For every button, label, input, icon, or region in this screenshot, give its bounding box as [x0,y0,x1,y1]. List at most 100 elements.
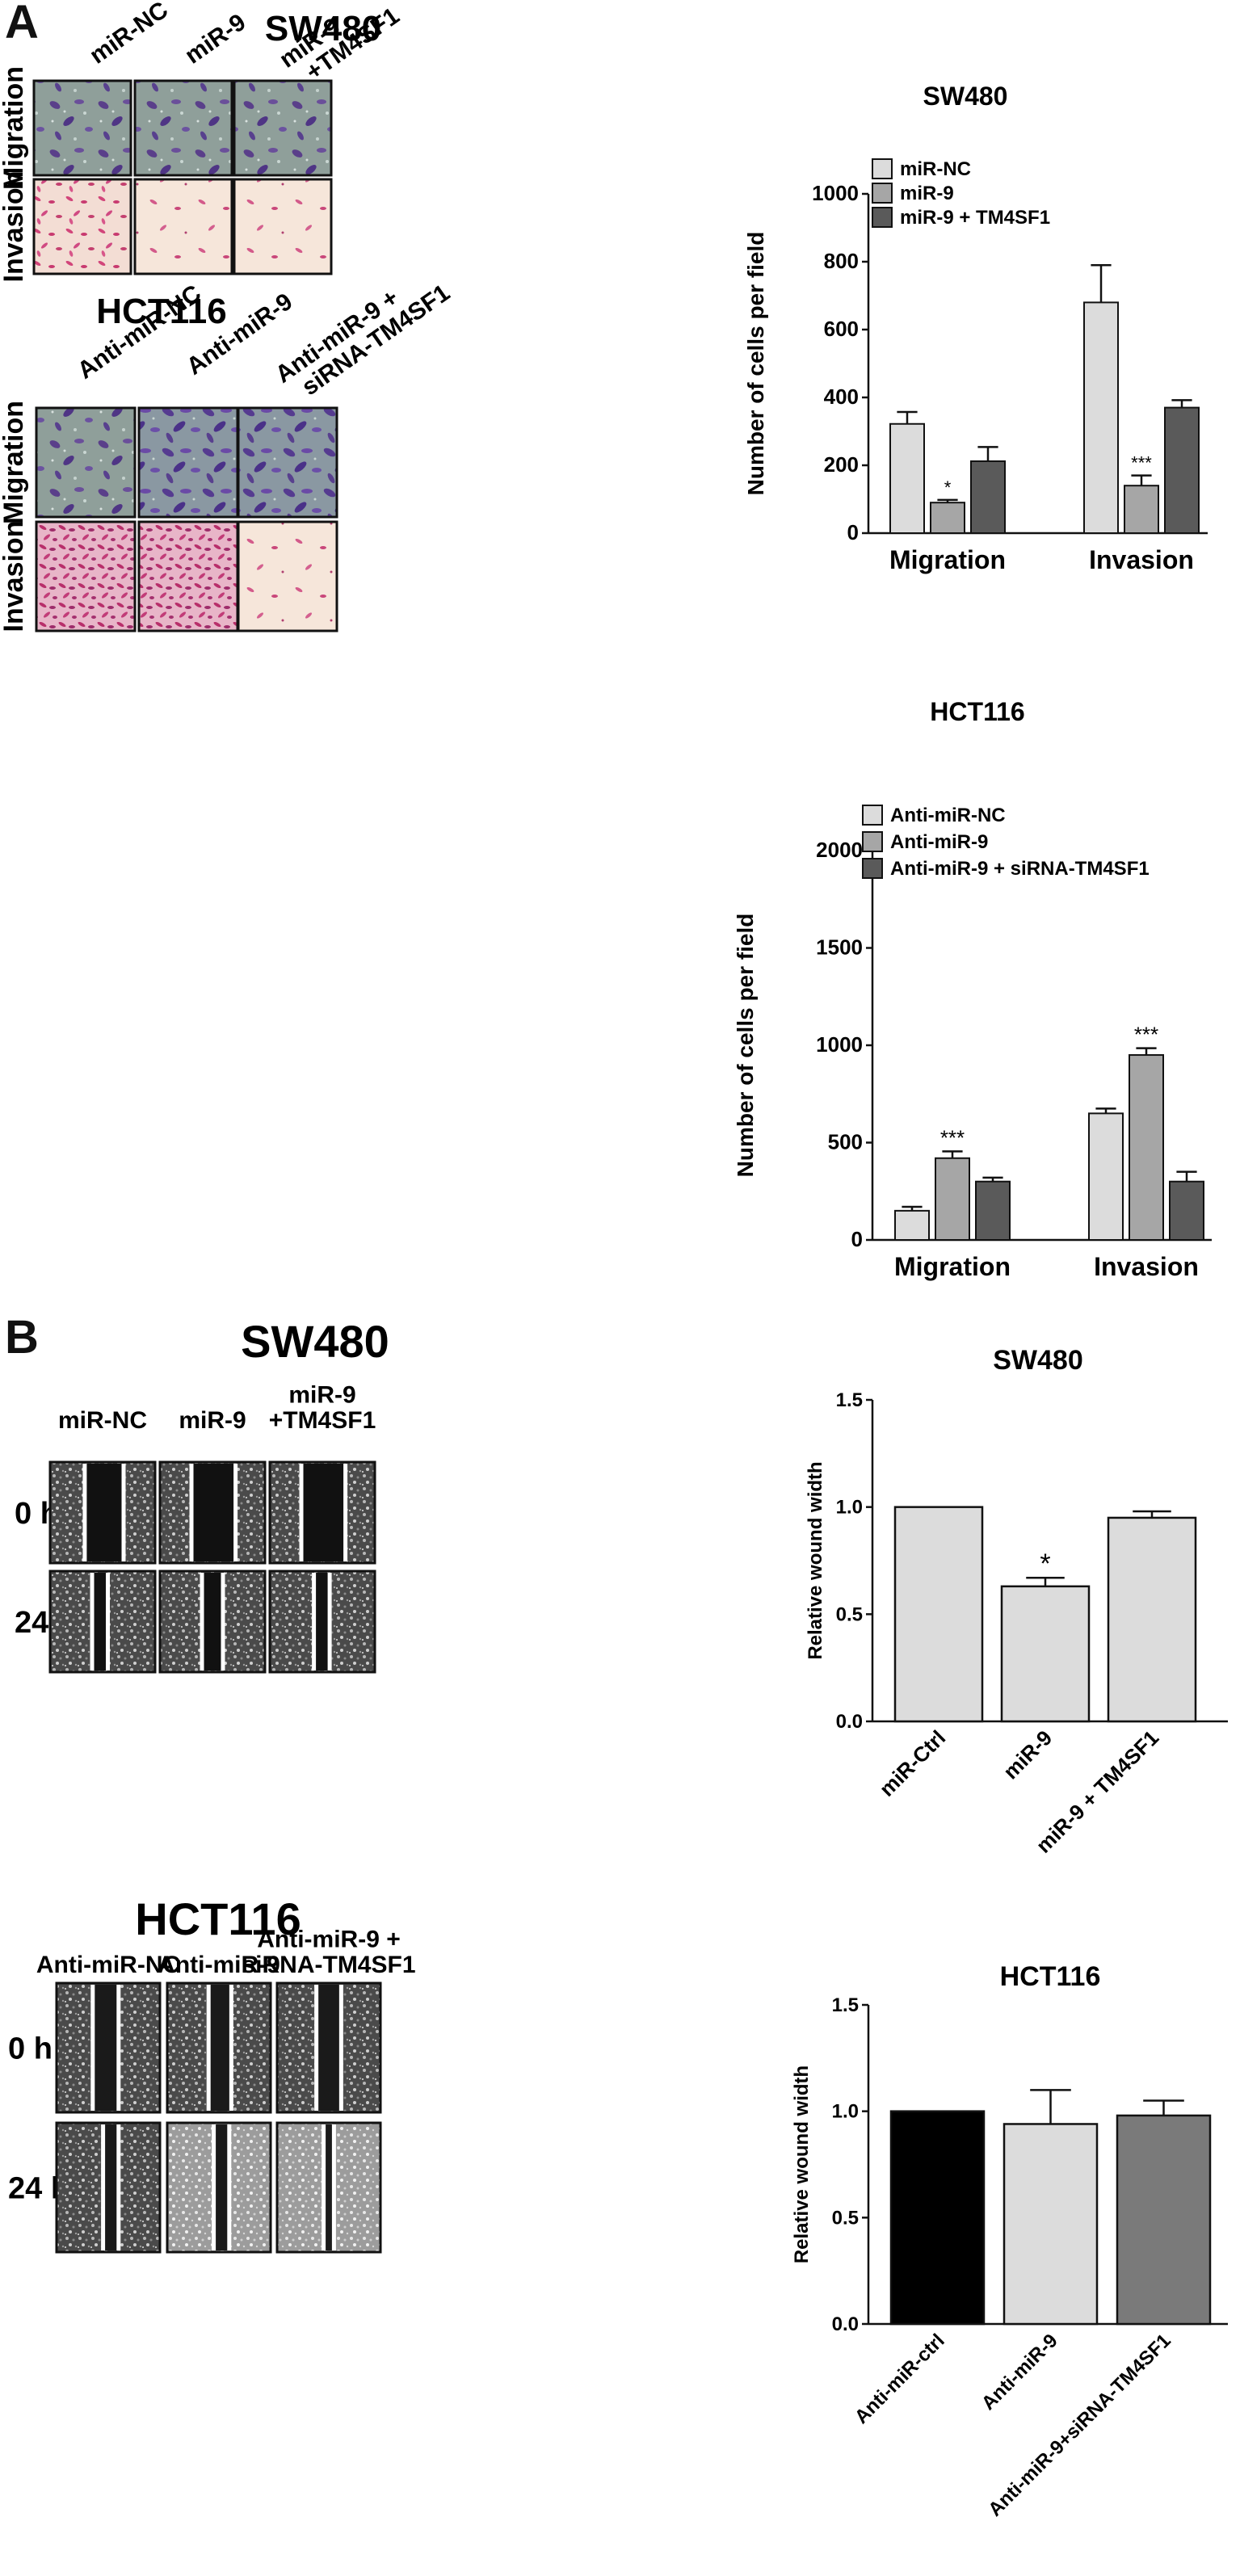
y-tick-label: 1000 [816,1032,863,1057]
transwell-sw480-image-migration-mir-9-tm4sf1 [233,79,333,177]
significance-mark: * [1040,1549,1050,1579]
bar-anti-mir-nc-migration [894,1209,930,1241]
bar-mir-9 [1000,1585,1091,1723]
significance-mark: *** [940,1125,965,1149]
legend-label-anti-mir-nc: Anti-miR-NC [890,805,1006,826]
x-tick-label: Invasion [1094,1252,1199,1281]
legend-label-mir-9-tm4sf1: miR-9 + TM4SF1 [900,207,1050,229]
y-axis-label: Number of cells per field [743,232,768,496]
wound-sw480-col-label-mir-9: miR-9 [179,1407,246,1434]
bar-anti-mir-9-sirna-tm4sf1-invasion [1169,1180,1204,1241]
legend-label-mir-9: miR-9 [900,183,954,204]
bar-mir-9-migration [930,502,965,535]
legend-label-mir-nc: miR-NC [900,158,971,180]
bar-anti-mir-9-invasion [1129,1054,1164,1242]
legend-swatch-mir-9 [872,183,893,204]
transwell-hct116-col-label-anti-mir-9-sirna-tm4sf1: Anti-miR-9 +siRNA-TM4SF1 [271,258,455,409]
wound-sw480-col-label-mir-9-tm4sf1: miR-9 +TM4SF1 [269,1382,376,1435]
transwell-sw480-row-label-invasion: Invasion [0,171,29,283]
transwell-sw480-image-invasion-mir-nc [32,178,132,275]
chart-wound-hct116: 0.0 0.5 1.0 1.5 Relative wound width HCT116 An… [791,1961,1228,2521]
y-tick-label: 0.5 [836,1603,863,1625]
panel-label-b: B [5,1311,39,1364]
transwell-sw480-col-label-mir-nc: miR-NC [85,0,173,69]
y-tick-label: 2000 [816,838,863,862]
wound-hct116-row-label-0-h: 0 h [8,2032,53,2065]
wound-sw480-wound-gap [202,1573,223,1670]
y-tick-label: 0.0 [836,1711,863,1733]
transwell-hct116-image-invasion-anti-mir-9 [137,520,239,632]
y-axis-label: Relative wound width [791,2065,813,2263]
bar-anti-mir-9-sirna-tm4sf1 [1116,2114,1212,2326]
wound-sw480-wound-gap [313,1573,330,1670]
y-tick-label: 600 [824,317,859,341]
wound-sw480-wound-gap [92,1573,108,1670]
chart-transwell-sw480: 0 200 400 600 800 1000 Number of cells per fie… [743,82,1208,574]
transwell-hct116-image-invasion-anti-mir-9-sirna-tm4sf1 [237,520,338,632]
wound-hct116-wound-gap [213,2124,229,2250]
significance-mark: *** [1134,1023,1158,1047]
legend-swatch-mir-nc [872,158,893,179]
wound-hct116-wound-gap [323,2124,334,2250]
y-tick-label: 0.5 [832,2207,859,2229]
bar-anti-mir-9-sirna-tm4sf1-migration [975,1180,1011,1241]
y-axis-label: Number of cells per field [733,914,758,1178]
bar-mir-ctrl [893,1506,984,1723]
transwell-hct116-image-migration-anti-mir-9 [137,406,239,519]
bar-anti-mir-9 [1003,2123,1099,2326]
transwell-hct116-image-migration-anti-mir-nc [35,406,137,519]
y-tick-label: 1.5 [836,1389,863,1411]
x-tick-label: Anti-miR-ctrl [851,2330,949,2428]
y-tick-label: 1000 [812,181,859,205]
panel-label-a: A [5,0,39,48]
wound-sw480-title: SW480 [241,1316,389,1367]
chart-transwell-hct116: 0 500 1000 1500 2000 Number of cells per fiel… [733,697,1212,1281]
chart-wound-sw480: 0.0 0.5 1.0 1.5 Relative wound width SW480 miR… [805,1345,1228,1858]
bar-anti-mir-nc-invasion [1088,1112,1124,1241]
transwell-sw480-title: SW480 [265,9,381,48]
wound-hct116-wound-gap [316,1985,342,2111]
x-tick-label: Invasion [1089,545,1194,574]
wound-sw480-wound-gap [84,1464,124,1561]
bar-mir-nc-invasion [1083,301,1119,534]
y-axis-label: Relative wound width [805,1461,826,1659]
wound-hct116-wound-gap [92,1985,119,2111]
wound-sw480-wound-gap [301,1464,346,1561]
transwell-hct116-row-label-migration: Migration [0,401,29,524]
wound-hct116-wound-gap [208,1985,232,2111]
bar-mir-nc-migration [889,422,925,535]
wound-hct116-col-label-anti-mir-9-sirna-tm4sf1: Anti-miR-9 + siRNA-TM4SF1 [242,1927,415,1979]
y-tick-label: 1.5 [832,1994,859,2016]
y-tick-label: 1.0 [832,2101,859,2123]
x-tick-label: Anti-miR-9+siRNA-TM4SF1 [984,2330,1175,2520]
transwell-sw480-image-invasion-mir-9-tm4sf1 [233,178,333,275]
legend-label-anti-mir-9: Anti-miR-9 [890,831,988,853]
x-tick-label: Migration [889,545,1006,574]
y-tick-label: 200 [824,452,859,477]
bar-anti-mir-ctrl [889,2110,986,2326]
significance-mark: *** [1131,453,1152,473]
bar-mir-9-tm4sf1-invasion [1164,406,1200,534]
y-tick-label: 0 [847,520,859,544]
bar-mir-9-invasion [1124,485,1159,535]
transwell-sw480-image-invasion-mir-9 [133,178,233,275]
transwell-hct116-image-migration-anti-mir-9-sirna-tm4sf1 [237,406,338,519]
x-tick-label: Anti-miR-9 [977,2330,1062,2414]
significance-mark: * [944,477,952,498]
transwell-sw480-row-label-migration: Migration [0,66,29,190]
legend-label-anti-mir-9-sirna-tm4sf1: Anti-miR-9 + siRNA-TM4SF1 [890,858,1150,880]
y-tick-label: 800 [824,249,859,273]
transwell-hct116-image-invasion-anti-mir-nc [35,520,137,632]
transwell-sw480-image-migration-mir-nc [32,79,132,177]
wound-sw480-col-label-mir-nc: miR-NC [58,1407,147,1434]
legend-swatch-anti-mir-9 [862,831,883,852]
y-tick-label: 1.0 [836,1497,863,1519]
y-tick-label: 500 [828,1130,863,1154]
transwell-hct116-row-label-invasion: Invasion [0,521,29,632]
x-tick-label: miR-Ctrl [875,1725,951,1801]
x-tick-label: miR-9 [998,1725,1057,1784]
chart-title: SW480 [923,82,1008,111]
legend-swatch-anti-mir-9-sirna-tm4sf1 [862,858,883,879]
bar-anti-mir-9-migration [935,1157,970,1242]
